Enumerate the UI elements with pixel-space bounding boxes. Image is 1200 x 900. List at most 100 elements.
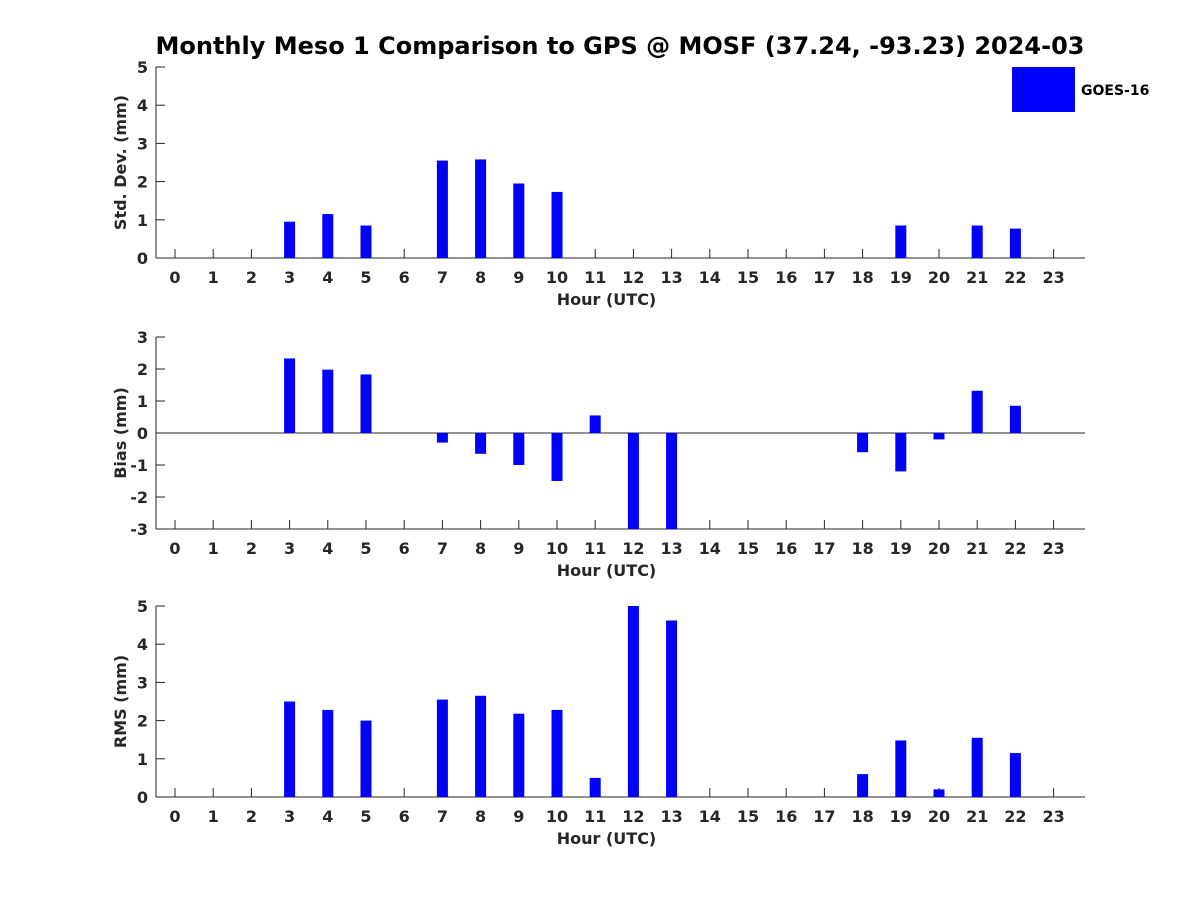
x-tick-label: 14 (699, 539, 721, 558)
bar-hour-12 (627, 433, 639, 529)
x-tick-label: 12 (622, 268, 644, 287)
x-tick-label: 17 (813, 268, 835, 287)
x-tick-label: 2 (246, 268, 257, 287)
x-tick-label: 7 (437, 807, 448, 826)
x-tick-label: 11 (584, 807, 606, 826)
figure-title: Monthly Meso 1 Comparison to GPS @ MOSF … (156, 32, 1085, 60)
bar-hour-21 (971, 225, 983, 258)
x-tick-label: 5 (360, 268, 371, 287)
x-tick-label: 13 (660, 539, 682, 558)
x-tick-label: 21 (966, 268, 988, 287)
bar-hour-8 (475, 433, 487, 454)
x-tick-label: 20 (928, 807, 950, 826)
bar-hour-20 (933, 789, 945, 797)
x-tick-label: 4 (322, 539, 333, 558)
x-tick-label: 8 (475, 807, 486, 826)
bar-hour-18 (857, 433, 869, 453)
y-tick-label: -1 (130, 456, 148, 475)
x-tick-label: 9 (513, 807, 524, 826)
x-tick-label: 5 (360, 539, 371, 558)
x-tick-label: 23 (1042, 807, 1064, 826)
x-tick-label: 1 (208, 268, 219, 287)
bar-hour-10 (551, 433, 563, 481)
x-axis-label: Hour (UTC) (557, 561, 657, 580)
y-tick-label: 3 (137, 134, 148, 153)
x-tick-label: 19 (890, 807, 912, 826)
bar-hour-22 (1009, 228, 1021, 258)
bar-hour-11 (589, 415, 601, 433)
bar-hour-9 (513, 713, 525, 797)
bar-hour-7 (436, 433, 448, 443)
x-tick-label: 7 (437, 268, 448, 287)
x-tick-label: 20 (928, 539, 950, 558)
x-tick-label: 1 (208, 539, 219, 558)
x-tick-label: 15 (737, 539, 759, 558)
x-tick-label: 4 (322, 807, 333, 826)
bar-hour-4 (322, 369, 334, 433)
x-tick-label: 23 (1042, 268, 1064, 287)
x-tick-label: 19 (890, 268, 912, 287)
x-tick-label: 10 (546, 539, 568, 558)
bar-hour-7 (436, 699, 448, 797)
x-tick-label: 11 (584, 268, 606, 287)
x-axis-label: Hour (UTC) (557, 829, 657, 848)
x-tick-label: 6 (399, 268, 410, 287)
x-tick-label: 22 (1004, 268, 1026, 287)
x-tick-label: 14 (699, 268, 721, 287)
x-tick-label: 6 (399, 539, 410, 558)
bar-hour-22 (1009, 405, 1021, 433)
bar-hour-13 (666, 620, 678, 797)
y-tick-label: 2 (137, 360, 148, 379)
bar-hour-3 (284, 701, 296, 797)
y-tick-label: 3 (137, 673, 148, 692)
bar-hour-20 (933, 433, 945, 440)
x-tick-label: 8 (475, 539, 486, 558)
legend-swatch (1012, 67, 1075, 112)
bar-hour-19 (895, 225, 907, 258)
x-tick-label: 5 (360, 807, 371, 826)
bar-hour-9 (513, 183, 525, 258)
bar-hour-10 (551, 191, 563, 258)
x-tick-label: 17 (813, 539, 835, 558)
y-tick-label: 0 (137, 788, 148, 807)
x-tick-label: 9 (513, 268, 524, 287)
bar-hour-10 (551, 709, 563, 797)
x-tick-label: 0 (169, 539, 180, 558)
y-tick-label: 0 (137, 249, 148, 268)
x-tick-label: 15 (737, 807, 759, 826)
x-tick-label: 7 (437, 539, 448, 558)
x-tick-label: 10 (546, 807, 568, 826)
bar-hour-3 (284, 358, 296, 433)
y-tick-label: 4 (137, 96, 148, 115)
x-tick-label: 23 (1042, 539, 1064, 558)
bar-hour-4 (322, 214, 334, 258)
x-tick-label: 2 (246, 807, 257, 826)
bar-hour-12 (627, 606, 639, 797)
bar-hour-8 (475, 695, 487, 797)
x-tick-label: 16 (775, 268, 797, 287)
bar-hour-11 (589, 777, 601, 797)
bar-hour-5 (360, 720, 372, 797)
bar-hour-9 (513, 433, 525, 465)
y-tick-label: 5 (137, 597, 148, 616)
x-tick-label: 18 (851, 807, 873, 826)
bar-hour-21 (971, 390, 983, 433)
x-tick-label: 19 (890, 539, 912, 558)
x-tick-label: 9 (513, 539, 524, 558)
bar-hour-13 (666, 433, 678, 529)
legend: GOES-16 (1012, 67, 1149, 112)
x-tick-label: 10 (546, 268, 568, 287)
x-tick-label: 20 (928, 268, 950, 287)
bar-hour-3 (284, 221, 296, 258)
y-tick-label: 2 (137, 173, 148, 192)
x-tick-label: 16 (775, 807, 797, 826)
x-tick-label: 18 (851, 539, 873, 558)
x-tick-label: 6 (399, 807, 410, 826)
bar-hour-4 (322, 709, 334, 797)
y-axis-label: Std. Dev. (mm) (111, 95, 130, 230)
y-tick-label: 2 (137, 712, 148, 731)
x-tick-label: 21 (966, 807, 988, 826)
